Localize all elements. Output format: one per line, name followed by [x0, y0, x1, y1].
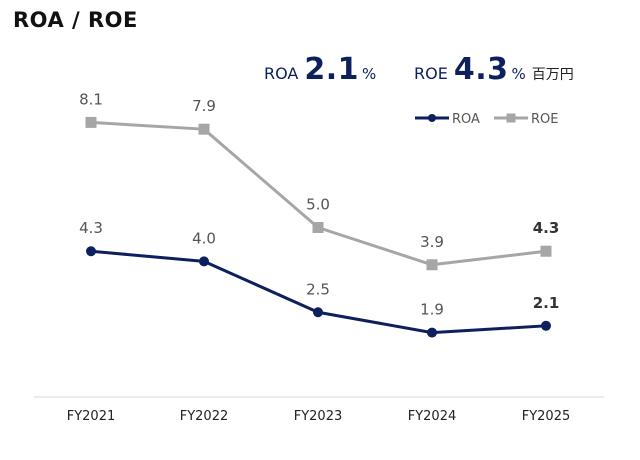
data-point-roa — [86, 246, 96, 257]
data-point-roa — [199, 256, 209, 267]
roa-kpi-unit: % — [362, 65, 377, 83]
roe-kpi-label: ROE — [414, 64, 448, 83]
legend-roe-label: ROE — [531, 112, 558, 127]
data-label-roa: 2.5 — [306, 280, 330, 298]
data-label-roe: 7.9 — [192, 97, 216, 115]
data-point-roa — [427, 327, 437, 338]
data-label-roa: 1.9 — [420, 301, 444, 319]
roe-kpi-extra: 百万円 — [531, 67, 574, 83]
x-tick-label: FY2023 — [294, 409, 343, 424]
roe-kpi-value: 4.3 — [453, 52, 509, 87]
data-label-roe: 4.3 — [533, 219, 560, 237]
data-point-roa — [541, 320, 551, 331]
series-line-roe — [90, 120, 547, 267]
legend-roa-label: ROA — [452, 112, 480, 127]
x-tick-label: FY2025 — [522, 409, 571, 424]
data-point-roe — [426, 259, 438, 271]
x-tick-label: FY2022 — [180, 409, 229, 424]
roe-kpi-unit: % — [511, 65, 526, 83]
x-tick-label: FY2024 — [408, 409, 457, 424]
chart-legend: ROA ROE — [415, 112, 558, 127]
data-point-roe — [198, 123, 210, 135]
data-point-roe — [85, 116, 97, 128]
legend-roa-marker — [428, 114, 436, 122]
x-tick-label: FY2021 — [67, 409, 116, 424]
data-point-roe — [540, 245, 552, 257]
data-label-roe: 3.9 — [420, 233, 444, 251]
data-label-roe: 5.0 — [306, 196, 330, 214]
legend-roe-marker — [506, 113, 516, 123]
data-point-roe — [312, 222, 324, 233]
data-label-roa: 4.0 — [192, 229, 216, 247]
data-point-roa — [313, 307, 323, 318]
roa-kpi: ROA 2.1 % — [264, 52, 376, 87]
page-title: ROA / ROE — [13, 8, 138, 32]
data-label-roe: 8.1 — [79, 90, 103, 108]
roe-kpi: ROE 4.3 % 百万円 — [414, 52, 574, 87]
roa-kpi-value: 2.1 — [304, 52, 360, 87]
roa-kpi-label: ROA — [264, 64, 299, 83]
data-label-roa: 2.1 — [533, 294, 560, 312]
data-label-roa: 4.3 — [79, 219, 103, 237]
